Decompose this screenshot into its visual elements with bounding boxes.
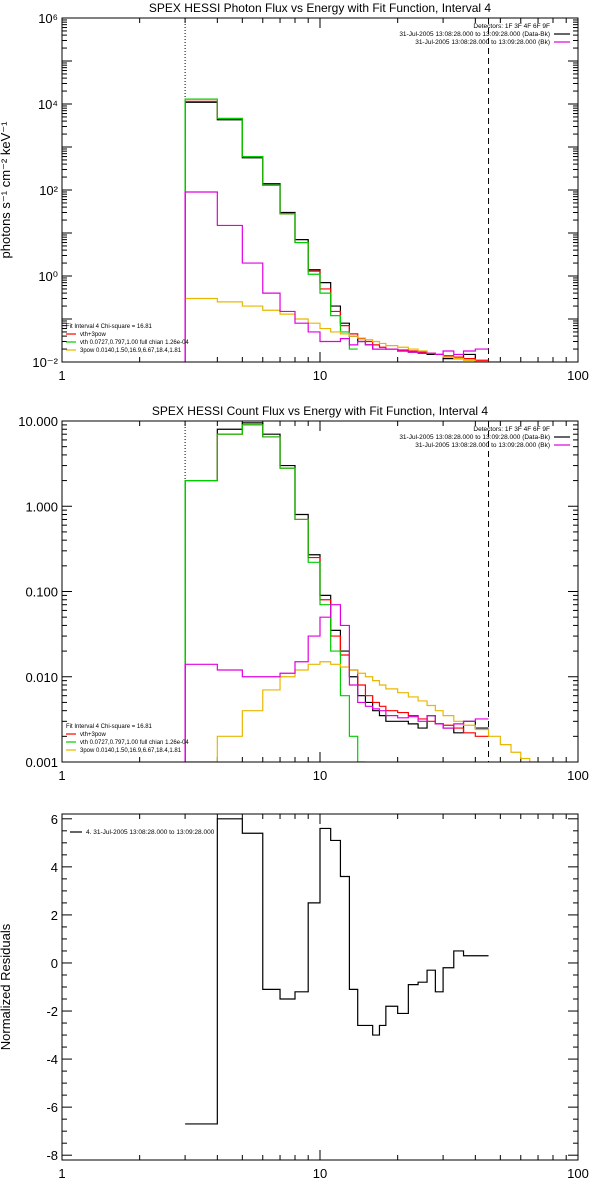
x-tick-label: 1 — [58, 768, 65, 783]
plot-frame — [61, 420, 579, 763]
y-tick-label: 2 — [51, 908, 58, 923]
y-axis-label: photons s⁻¹ cm⁻² keV⁻¹ — [0, 121, 13, 259]
series-3pow — [185, 661, 539, 762]
y-tick-label: -2 — [46, 1004, 58, 1019]
plot-area — [184, 421, 539, 762]
plot-area — [184, 18, 501, 362]
series-vth — [184, 424, 366, 762]
legend-text: 31-Jul-2005 13:08:28.000 to 13:09:28.000… — [399, 434, 550, 441]
x-tick-label: 100 — [567, 768, 589, 783]
y-tick-label: 10⁰ — [38, 269, 58, 284]
legend-text: vth 0.0727,0.797,1.00 full chian 1.26e-0… — [80, 340, 189, 346]
legend-text: vth+3pow — [80, 732, 107, 738]
series-3pow — [184, 297, 501, 362]
x-tick-label: 10 — [313, 368, 327, 383]
legend-text: 3pow 0.0140,1.50,16.9,6.67,18.4,1.81 — [80, 748, 182, 754]
legend-text: Detectors: 1F 3F 4F 6F 9F — [473, 426, 550, 433]
y-tick-label: 10⁶ — [38, 11, 58, 26]
y-tick-label: 0.001 — [25, 755, 58, 770]
x-tick-label: 1 — [58, 368, 65, 383]
y-tick-label: 0.010 — [25, 670, 58, 685]
series-bk — [184, 604, 489, 762]
y-tick-label: 0 — [51, 956, 58, 971]
y-tick-label: 4 — [51, 860, 58, 875]
legend-text: 3pow 0.0140,1.50,16.9,6.67,18.4,1.81 — [80, 348, 182, 354]
y-tick-label: 1.000 — [25, 499, 58, 514]
series-data-bk — [184, 101, 489, 362]
y-tick-label: 10⁻² — [32, 355, 58, 370]
series-vth — [184, 98, 358, 362]
legend-text: 31-Jul-2005 13:08:28.000 to 13:09:28.000… — [399, 31, 550, 38]
legend-text: vth+3pow — [80, 332, 107, 338]
x-tick-label: 10 — [313, 768, 327, 783]
y-tick-label: -8 — [46, 1148, 58, 1163]
y-axis-label: Normalized Residuals — [0, 923, 13, 1050]
panel-title: SPEX HESSI Photon Flux vs Energy with Fi… — [149, 1, 491, 15]
x-tick-label: 10 — [313, 1166, 327, 1181]
x-tick-label: 100 — [567, 368, 589, 383]
x-tick-label: 1 — [58, 1166, 65, 1181]
panel-2: SPEX HESSI Count Flux vs Energy with Fit… — [18, 404, 589, 783]
series-vth-3pow — [184, 100, 489, 362]
legend-text: Fit Interval 4 Chi-square = 16.81 — [66, 724, 153, 730]
legend-text: 31-Jul-2005 13:08:28.000 to 13:09:28.000… — [415, 442, 550, 449]
plot-frame — [61, 813, 579, 1161]
series-residuals — [185, 818, 489, 1125]
plot-area — [185, 818, 489, 1125]
y-tick-label: 0.100 — [25, 585, 58, 600]
plot-frame — [61, 17, 579, 363]
panel-title: SPEX HESSI Count Flux vs Energy with Fit… — [152, 404, 488, 418]
y-tick-label: 10.000 — [18, 414, 58, 429]
series-bk — [184, 191, 489, 362]
legend-text: 31-Jul-2005 13:08:28.000 to 13:09:28.000… — [415, 39, 550, 46]
x-tick-label: 100 — [567, 1166, 589, 1181]
legend-text: vth 0.0727,0.797,1.00 full chian 1.26e-0… — [80, 740, 189, 746]
panel-3: Normalized Residuals 1 10 100 -8 -6 -4 -2 0 2 4 6 4.… — [0, 812, 589, 1181]
panel-1: SPEX HESSI Photon Flux vs Energy with Fi… — [0, 1, 589, 383]
y-tick-label: -6 — [46, 1100, 58, 1115]
legend-text: Fit Interval 4 Chi-square = 16.81 — [66, 324, 153, 330]
y-tick-label: 10⁴ — [38, 97, 58, 112]
legend-text: 4. 31-Jul-2005 13:08:28.000 to 13:09:28.… — [86, 829, 215, 836]
y-tick-label: 10² — [39, 183, 58, 198]
y-tick-label: 6 — [51, 812, 58, 827]
legend-text: Detectors: 1F 3F 4F 6F 9F — [473, 23, 550, 30]
y-tick-label: -4 — [46, 1052, 58, 1067]
